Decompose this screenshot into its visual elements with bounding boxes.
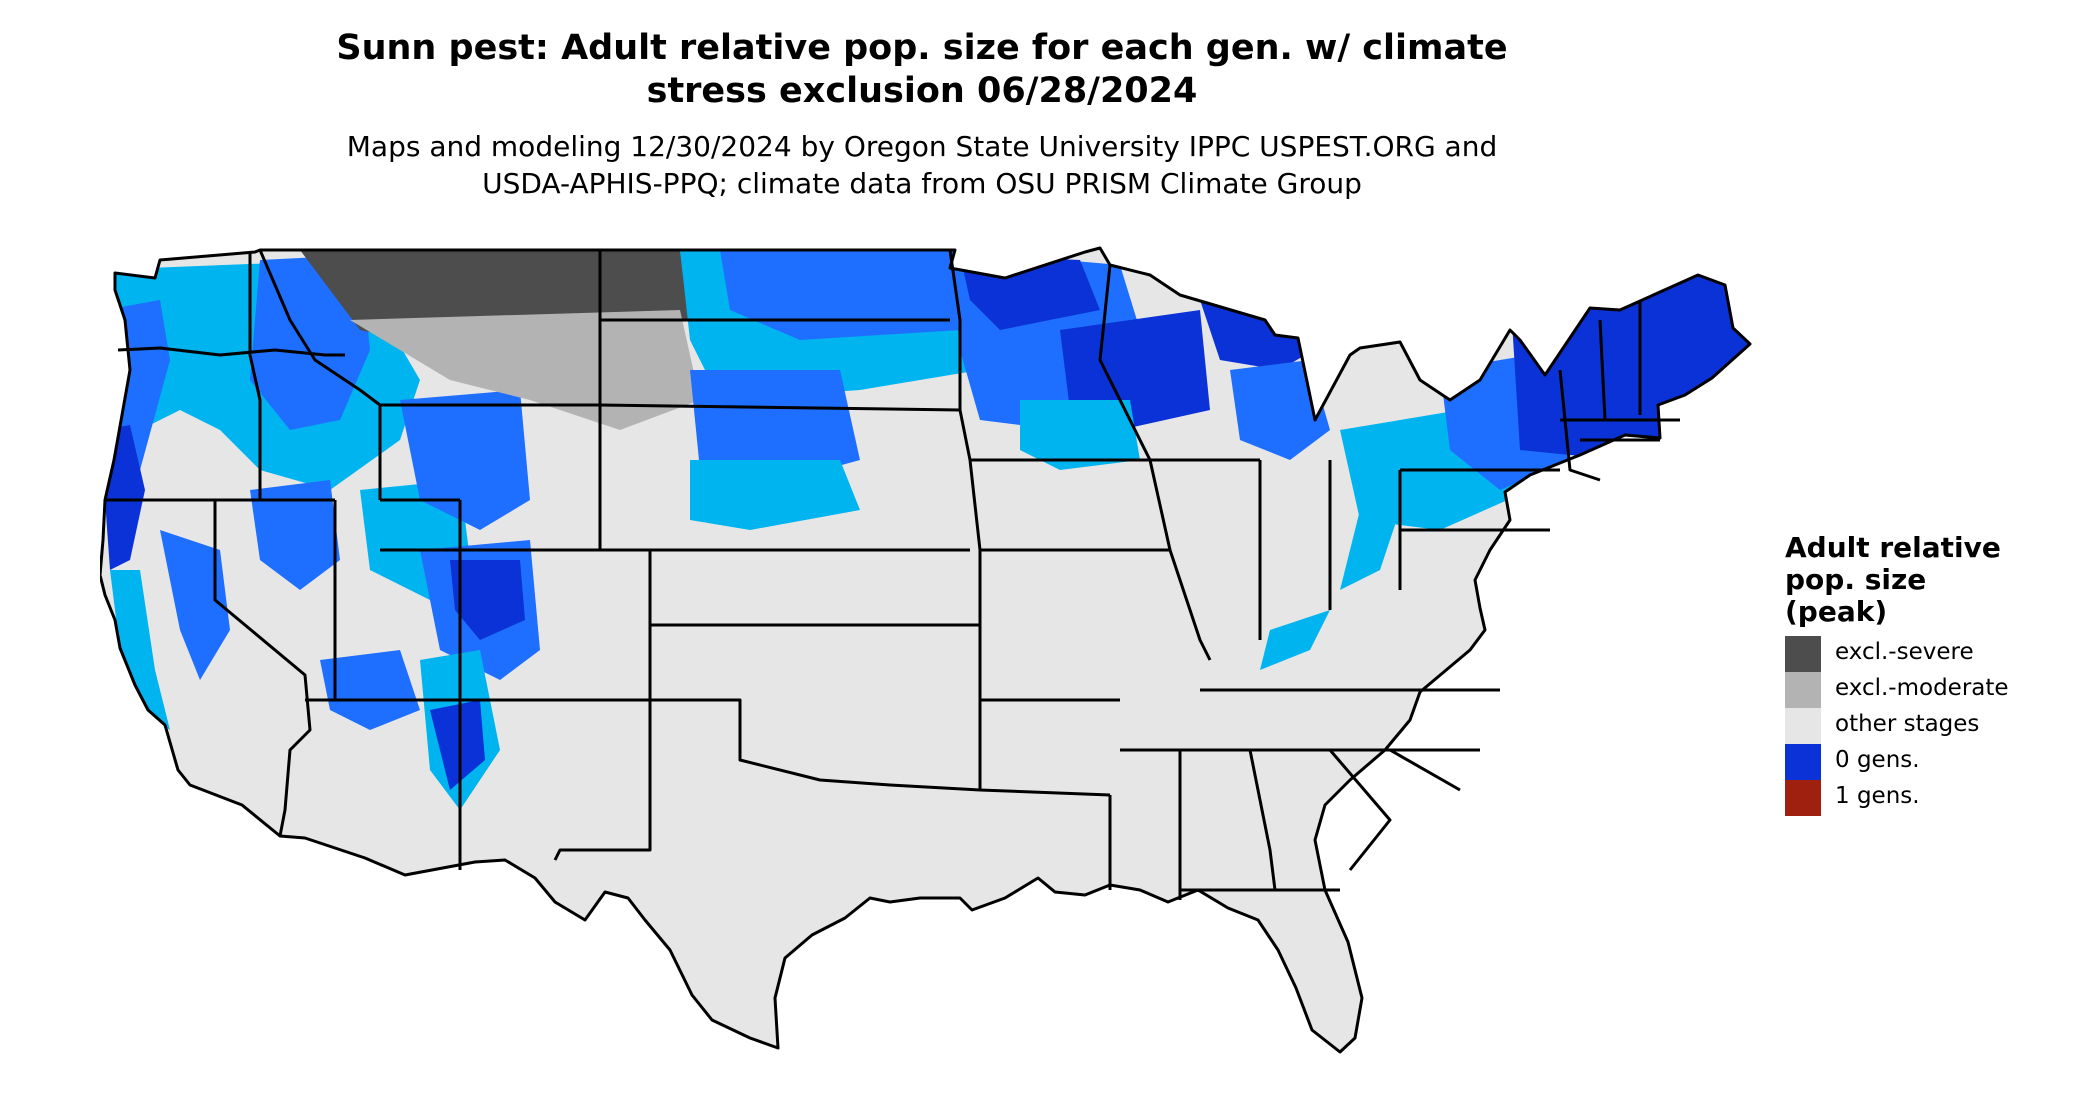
legend-swatch bbox=[1785, 636, 1821, 672]
raster-zone-montana-moderate bbox=[350, 310, 700, 430]
legend-label: 0 gens. bbox=[1835, 747, 1920, 773]
raster-zone-sierra-madre bbox=[430, 700, 485, 790]
border-nc-sc bbox=[1330, 748, 1461, 792]
legend-swatch bbox=[1785, 708, 1821, 744]
border-vt-nh bbox=[1598, 319, 1607, 421]
border-dakota-mn bbox=[948, 249, 972, 461]
raster-zone-north-dakota-dark bbox=[720, 250, 960, 340]
raster-zone-colorado-peaks bbox=[450, 560, 525, 640]
border-ok-tx bbox=[650, 698, 981, 792]
map-title-line-1: Sunn pest: Adult relative pop. size for … bbox=[336, 28, 1508, 68]
border-il-west bbox=[1148, 459, 1212, 661]
border-sd-ne bbox=[599, 403, 961, 412]
border-ca-nv bbox=[213, 500, 312, 837]
raster-zone-great-basin bbox=[250, 480, 340, 590]
raster-zone-new-england bbox=[1510, 270, 1750, 460]
legend-label: 1 gens. bbox=[1835, 783, 1920, 809]
national-outline bbox=[100, 246, 1752, 1054]
legend-title: Adult relative pop. size (peak) bbox=[1785, 532, 2001, 628]
border-al-ga bbox=[1248, 749, 1277, 891]
border-id-west bbox=[248, 252, 262, 500]
state-borders bbox=[100, 246, 1752, 1054]
border-ar-la bbox=[979, 788, 1111, 797]
border-ga-sc bbox=[1328, 749, 1392, 871]
raster-zone-ca-coast bbox=[110, 570, 170, 730]
raster-zone-appalachia-1 bbox=[1340, 510, 1400, 590]
raster-zone-appalachia-2 bbox=[1260, 610, 1330, 670]
raster-zone-nebraska bbox=[690, 460, 860, 530]
border-ny-ne bbox=[1558, 369, 1601, 482]
map-subtitle-line-1: Maps and modeling 12/30/2024 by Oregon S… bbox=[346, 130, 1498, 163]
border-id-mt bbox=[258, 249, 381, 407]
raster-zone-arizona-rim bbox=[320, 650, 420, 730]
legend-label: excl.-severe bbox=[1835, 639, 1974, 665]
legend-title-line-3: (peak) bbox=[1785, 595, 1888, 628]
legend-title-line-2: pop. size bbox=[1785, 563, 1927, 596]
raster-zone-sierra bbox=[160, 530, 230, 680]
border-wa-or bbox=[117, 346, 345, 357]
border-mn-wi bbox=[1098, 264, 1152, 461]
legend-swatch bbox=[1785, 744, 1821, 780]
raster-zone-wyoming bbox=[400, 390, 530, 530]
border-ne-ia bbox=[968, 459, 982, 551]
map-title-line-2: stress exclusion 06/28/2024 bbox=[646, 71, 1198, 111]
legend-swatch bbox=[1785, 780, 1821, 816]
border-nm-tx bbox=[553, 700, 652, 861]
us-map bbox=[100, 246, 1752, 1054]
legend-swatch bbox=[1785, 672, 1821, 708]
legend-label: other stages bbox=[1835, 711, 1980, 737]
legend-title-line-1: Adult relative bbox=[1785, 531, 2001, 564]
raster-zone-wisconsin-south bbox=[1020, 400, 1140, 470]
map-subtitle-line-2: USDA-APHIS-PPQ; climate data from OSU PR… bbox=[482, 167, 1362, 200]
legend-label: excl.-moderate bbox=[1835, 675, 2009, 701]
raster-zone-michigan-lower bbox=[1230, 360, 1330, 460]
raster-zone-michigan-upper bbox=[1200, 290, 1330, 370]
